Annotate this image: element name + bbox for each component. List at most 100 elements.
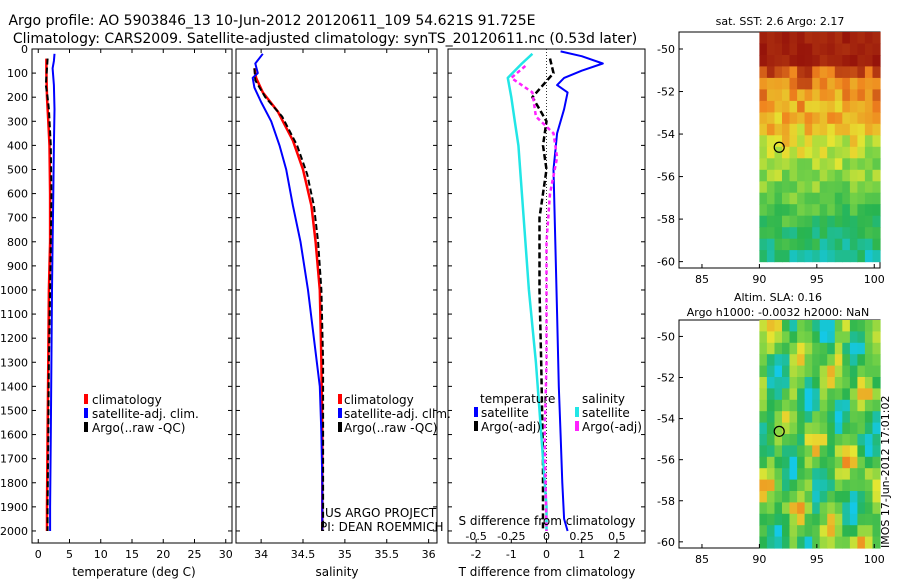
heatmap-cell	[797, 411, 806, 424]
heatmap-cell	[834, 204, 843, 217]
heatmap-cell	[849, 112, 858, 125]
heatmap-cell	[827, 320, 836, 332]
heatmap-cell	[827, 468, 836, 481]
heatmap-cell	[812, 135, 821, 148]
heatmap-cell	[766, 250, 775, 263]
x-tick-label-s: 0.5	[608, 530, 626, 543]
heatmap-cell	[789, 32, 798, 45]
x-tick-label: 15	[125, 548, 139, 561]
heatmap-cell	[812, 238, 821, 251]
heatmap-cell	[864, 32, 873, 45]
heatmap-cell	[797, 135, 806, 148]
heatmap-cell	[857, 513, 866, 526]
heatmap-cell	[849, 525, 858, 538]
heatmap-cell	[782, 112, 791, 125]
heatmap-cell	[789, 89, 798, 102]
heatmap-cell	[774, 502, 783, 515]
heatmap-cell	[834, 146, 843, 159]
difference-panel: -2 -1 0 1 2 -0.5 -0.25 0 0.25 0.5	[447, 48, 646, 561]
heatmap-cell	[812, 354, 821, 367]
heatmap-cell	[782, 513, 791, 526]
y-tick-label: 600	[7, 188, 28, 201]
legend-swatch-satellite	[84, 408, 88, 418]
y-tick-label: -50	[657, 330, 675, 343]
heatmap-cell	[812, 411, 821, 424]
heatmap-cell	[864, 536, 873, 549]
heatmap-cell	[857, 55, 866, 68]
heatmap-cell	[819, 434, 828, 446]
x-tick-label: 35.5	[375, 548, 400, 561]
x-tick-label-t: 2	[613, 548, 620, 561]
heatmap-cell	[759, 100, 768, 113]
heatmap-cell	[804, 215, 813, 228]
heatmap-cell	[827, 411, 836, 424]
series-line-t-satellite	[552, 50, 604, 532]
heatmap-cell	[834, 192, 843, 205]
heatmap-cell	[872, 491, 881, 503]
heatmap-cell	[804, 377, 813, 389]
x-tick-label: 25	[188, 548, 202, 561]
heatmap-cell	[797, 434, 806, 446]
heatmap-cell	[774, 169, 783, 182]
heatmap-cell	[766, 468, 775, 481]
heatmap-cell	[789, 320, 798, 332]
heatmap-cell	[797, 238, 806, 251]
heatmap-cell	[782, 502, 791, 515]
heatmap-cell	[804, 77, 813, 90]
heatmap-cell	[849, 399, 858, 412]
legend-label: Argo(-adj)	[582, 420, 642, 434]
x-tick-label-s: -0.25	[497, 530, 525, 543]
heatmap-cell	[842, 181, 851, 194]
heatmap-cell	[759, 169, 768, 182]
heatmap-cell	[766, 388, 775, 401]
heatmap-cell	[804, 238, 813, 251]
heatmap-cell	[789, 388, 798, 401]
heatmap-cell	[857, 342, 866, 355]
heatmap-cell	[766, 354, 775, 367]
y-tick-label: 500	[7, 163, 28, 176]
heatmap-cell	[827, 135, 836, 148]
heatmap-cell	[834, 445, 843, 458]
heatmap-cell	[827, 89, 836, 102]
heatmap-cell	[842, 77, 851, 90]
heatmap-cell	[804, 43, 813, 56]
heatmap-cell	[849, 158, 858, 171]
heatmap-cell	[834, 422, 843, 435]
heatmap-cell	[759, 445, 768, 458]
x-tick-label-s: 0	[543, 530, 550, 543]
heatmap-cell	[827, 502, 836, 515]
heatmap-cell	[872, 66, 881, 79]
heatmap-cell	[834, 123, 843, 136]
y-tick-label: 2000	[0, 525, 28, 538]
heatmap-cell	[804, 411, 813, 424]
heatmap-cell	[759, 434, 768, 446]
heatmap-cell	[819, 513, 828, 526]
heatmap-cell	[774, 77, 783, 90]
plot-frame	[235, 48, 438, 544]
heatmap-cell	[819, 354, 828, 367]
heatmap-cell	[872, 169, 881, 182]
heatmap-cell	[797, 112, 806, 125]
heatmap-cell	[759, 411, 768, 424]
heatmap-cell	[842, 377, 851, 389]
heatmap-cell	[864, 479, 873, 492]
heatmap-cell	[819, 169, 828, 182]
heatmap-cell	[759, 422, 768, 435]
heatmap-cell	[782, 123, 791, 136]
heatmap-cell	[766, 365, 775, 378]
legend-label: satellite-adj. clim.	[344, 407, 451, 421]
heatmap-cell	[872, 513, 881, 526]
legend-label: Argo(-adj)	[481, 420, 541, 434]
heatmap-cell	[797, 169, 806, 182]
y-tick-label: 1000	[0, 284, 28, 297]
x-tick-label: 34.5	[291, 548, 316, 561]
heatmap-cell	[834, 354, 843, 367]
heatmap-cell	[789, 158, 798, 171]
heatmap-cell	[842, 123, 851, 136]
heatmap-cell	[842, 100, 851, 113]
heatmap-cell	[782, 491, 791, 503]
heatmap-cell	[849, 250, 858, 263]
heatmap-cell	[819, 66, 828, 79]
y-tick-label: -52	[657, 86, 675, 99]
y-tick-label: 1200	[0, 332, 28, 345]
